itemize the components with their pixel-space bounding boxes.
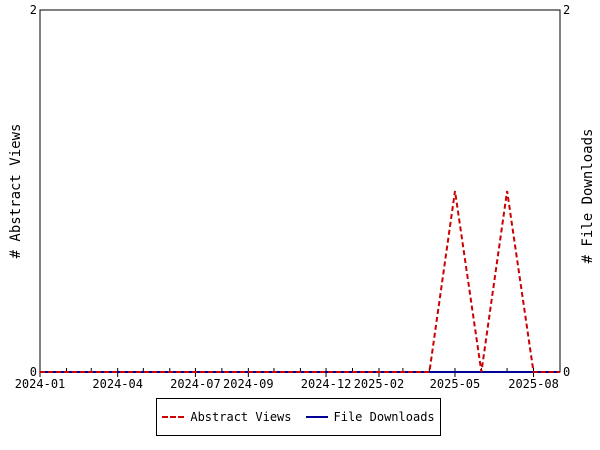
legend-swatch-abstract-views xyxy=(162,416,185,418)
x-axis-tick-labels: 2024-01 2024-04 2024-07 2024-09 2024-12 2025-… xyxy=(15,377,559,391)
y-right-tick-label: 0 xyxy=(563,365,570,379)
y-axis-right-label: # File Downloads xyxy=(580,129,596,264)
legend-item-file-downloads: File Downloads xyxy=(305,410,435,424)
x-tick-label: 2024-12 xyxy=(301,377,352,391)
legend-label-abstract-views: Abstract Views xyxy=(190,410,292,424)
y-axis-left-label: # Abstract Views xyxy=(8,124,24,259)
y-left-tick-label: 2 xyxy=(30,3,37,17)
x-tick-label: 2025-05 xyxy=(430,377,481,391)
chart: 2024-01 2024-04 2024-07 2024-09 2024-12 2025-… xyxy=(8,3,596,391)
y-right-tick-label: 2 xyxy=(563,3,570,17)
x-tick-label: 2024-09 xyxy=(223,377,274,391)
y-axis-tick-labels: 0 2 0 2 xyxy=(30,3,570,379)
plot-area xyxy=(39,9,561,373)
y-left-tick-label: 0 xyxy=(30,365,37,379)
legend-label-file-downloads: File Downloads xyxy=(333,410,435,424)
x-tick-label: 2025-08 xyxy=(508,377,559,391)
series-line-abstract-views xyxy=(40,190,560,373)
legend: Abstract Views File Downloads xyxy=(156,398,441,436)
x-tick-label: 2024-04 xyxy=(92,377,143,391)
x-tick-label: 2025-02 xyxy=(354,377,405,391)
x-tick-label: 2024-07 xyxy=(170,377,221,391)
legend-item-abstract-views: Abstract Views xyxy=(162,410,292,424)
legend-swatch-file-downloads xyxy=(305,416,328,418)
x-tick-label: 2024-01 xyxy=(15,377,66,391)
series-lines xyxy=(40,190,560,373)
